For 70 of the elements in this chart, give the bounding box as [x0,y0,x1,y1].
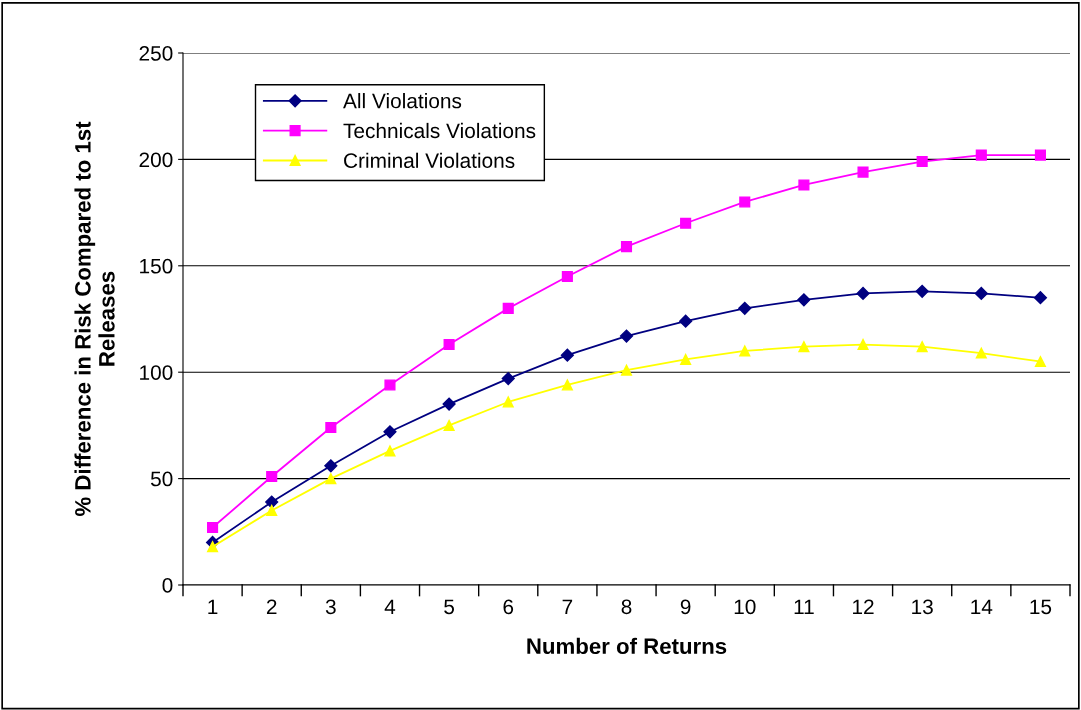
point [798,179,810,191]
point [975,149,987,161]
y-tick-label: 250 [139,46,173,61]
point [383,425,397,439]
x-tick-label: 9 [680,599,691,615]
point [620,241,633,253]
point [384,445,396,457]
point [739,196,751,208]
y-tick-label: 100 [140,365,173,380]
y-tick-label: 50 [150,471,173,487]
point [443,419,455,431]
point [856,286,870,301]
point [679,314,693,328]
x-tick-label: 2 [266,599,277,614]
point [1033,291,1048,305]
x-tick-label: 5 [444,599,455,615]
y-tick-label: 0 [162,578,173,593]
legend-label: Criminal Violations [344,152,515,169]
point [325,473,337,485]
point [619,329,634,343]
x-tick-label: 14 [971,599,993,614]
point [502,302,514,314]
point [857,166,869,178]
point [384,379,396,391]
point [738,301,752,315]
x-tick-label: 3 [325,599,336,615]
x-axis-title: Number of Returns [527,637,727,655]
point [265,495,279,509]
point [266,470,278,483]
point [798,341,810,353]
point [916,341,928,353]
point [442,397,456,411]
point [620,364,633,376]
point [324,459,338,473]
x-tick-label: 1 [208,599,218,614]
point [797,293,811,307]
point [915,284,929,298]
point [266,504,278,517]
x-tick-label: 13 [912,599,933,615]
point [207,541,219,553]
y-tick-label: 150 [140,258,173,274]
point [680,353,692,365]
point [680,217,692,229]
x-tick-label: 7 [562,599,573,614]
x-tick-label: 10 [734,599,756,615]
x-tick-label: 11 [794,599,814,614]
point [739,345,751,357]
point [561,270,573,282]
legend-label: Technicals Violations [343,122,536,139]
y-tick-label: 200 [139,152,173,168]
point [857,338,869,351]
point [502,396,514,408]
point [974,286,988,301]
y-axis-title: % Difference in Risk Compared to 1st Releases [74,121,115,517]
point [975,347,987,359]
x-tick-label: 12 [853,599,874,614]
point [1034,356,1046,368]
point [560,348,574,362]
point [501,371,515,386]
x-tick-label: 8 [621,599,632,615]
point [443,338,455,351]
legend-label: All Violations [343,93,462,109]
point [1034,149,1046,161]
point [325,421,337,434]
x-tick-label: 15 [1030,599,1052,615]
point [561,379,573,391]
point [207,521,219,534]
point [916,155,928,168]
x-tick-label: 4 [384,599,396,614]
x-tick-label: 6 [503,599,514,615]
